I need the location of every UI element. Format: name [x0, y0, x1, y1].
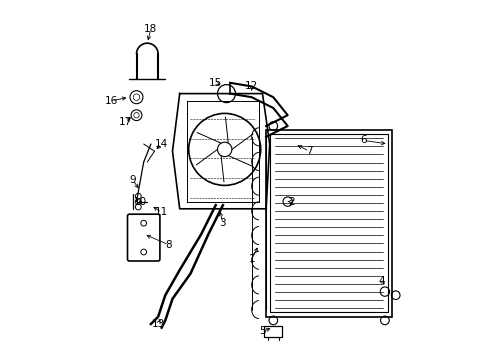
Text: 15: 15: [209, 78, 222, 88]
Text: 17: 17: [119, 117, 132, 127]
Text: 18: 18: [144, 24, 157, 34]
Text: 11: 11: [155, 207, 168, 217]
Text: 6: 6: [359, 135, 366, 145]
Bar: [265, 130, 391, 317]
Text: 5: 5: [259, 326, 265, 336]
Text: 7: 7: [305, 146, 312, 156]
Bar: [270, 134, 387, 312]
Bar: [264, 326, 282, 337]
Text: 3: 3: [219, 218, 226, 228]
Text: 13: 13: [151, 319, 164, 329]
Text: 9: 9: [129, 175, 136, 185]
Text: 14: 14: [155, 139, 168, 149]
Text: 12: 12: [244, 81, 258, 91]
Text: 16: 16: [104, 96, 118, 106]
Text: 8: 8: [165, 240, 172, 250]
Text: 2: 2: [287, 197, 294, 207]
Text: 10: 10: [133, 197, 146, 207]
Text: 4: 4: [377, 276, 384, 286]
Text: 1: 1: [248, 254, 254, 264]
